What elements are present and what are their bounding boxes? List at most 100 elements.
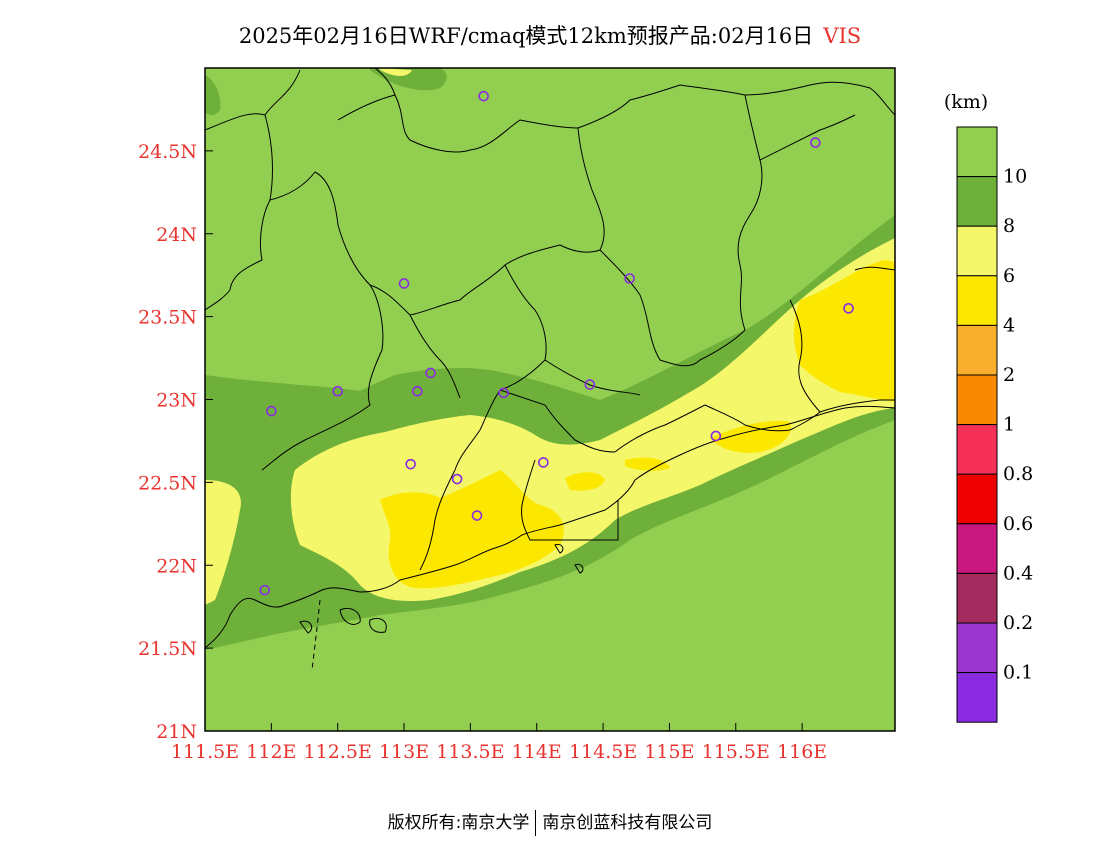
boundary-line xyxy=(614,404,706,453)
y-axis: 24.5N 24N 23.5N 23N 22.5N 22N 21.5N 21N xyxy=(138,141,213,743)
contour-band-4-6km-shanwei xyxy=(710,420,791,453)
boundary-line xyxy=(454,389,501,471)
y-tick-label: 22N xyxy=(156,555,197,577)
station-marker xyxy=(398,278,410,289)
x-tick-label: 114E xyxy=(512,741,562,763)
boundary-line xyxy=(544,359,641,396)
x-tick-label: 112.5E xyxy=(304,741,372,763)
coastline-main xyxy=(204,405,896,649)
map-title: 2025年02月16日WRF/cmaq模式12km预报产品:02月16日 VIS xyxy=(0,20,1100,50)
colorbar-swatch xyxy=(956,424,998,475)
x-axis: 111.5E 112E 112.5E 113E 113.5E 114E 114.5E 115E… xyxy=(171,723,827,763)
boundary-line xyxy=(809,81,896,116)
station-marker xyxy=(624,273,635,284)
y-tick-label: 24.5N xyxy=(138,141,197,163)
y-tick-label: 24N xyxy=(156,224,197,246)
station-marker xyxy=(538,457,549,468)
station-marker xyxy=(451,473,463,485)
copyright-right: 南京创蓝科技有限公司 xyxy=(542,813,713,833)
colorbar-label: 1 xyxy=(1003,414,1015,436)
y-tick-label: 23.5N xyxy=(138,307,197,329)
boundary-line xyxy=(854,266,896,271)
y-tick-label: 21.5N xyxy=(138,638,197,660)
boundary-line xyxy=(759,114,856,161)
visibility-contours xyxy=(205,68,896,650)
x-tick-label: 112E xyxy=(246,741,296,763)
boundary-line xyxy=(369,127,605,316)
boundary-line xyxy=(499,389,616,453)
station-marker xyxy=(843,303,854,314)
x-tick-label: 116E xyxy=(777,741,827,763)
x-tick-label: 115E xyxy=(644,741,694,763)
station-marker xyxy=(259,584,271,596)
boundary-line xyxy=(789,299,895,413)
contour-band-6-8km-west xyxy=(205,480,241,605)
coastline-islands xyxy=(299,543,584,634)
boundary-line xyxy=(521,459,619,541)
boundary-line xyxy=(577,84,811,129)
coastline xyxy=(204,405,896,671)
contour-band-4-6km-coast xyxy=(625,457,670,471)
station-marker xyxy=(471,510,483,521)
contour-band-4-6km-east xyxy=(794,260,895,402)
colorbar-label: 2 xyxy=(1003,364,1015,386)
x-tick-label: 115.5E xyxy=(702,741,770,763)
boundary-line xyxy=(737,94,763,331)
boundary-line xyxy=(337,94,579,153)
station-marker xyxy=(266,405,277,417)
boundary-line xyxy=(409,314,461,399)
colorbar-swatch xyxy=(956,275,998,326)
copyright-footer: 版权所有:南京大学 南京创蓝科技有限公司 xyxy=(0,808,1100,836)
boundary-line xyxy=(204,69,301,131)
boundary-line xyxy=(419,469,456,571)
station-marker xyxy=(478,90,489,102)
copyright-left: 版权所有:南京大学 xyxy=(387,813,530,833)
contour-band-4-6km-southwest xyxy=(380,470,564,589)
colorbar-label: 10 xyxy=(1003,166,1027,188)
x-tick-label: 113.5E xyxy=(436,741,504,763)
contour-band-8-10km-northwest xyxy=(205,75,221,116)
coastline-channel xyxy=(311,599,321,671)
colorbar-swatch xyxy=(956,324,998,376)
colorbar-label: 0.6 xyxy=(1003,513,1033,535)
colorbar-unit: (km) xyxy=(944,91,988,113)
contour-band-8-10km-west xyxy=(205,375,380,475)
station-markers xyxy=(259,90,854,596)
boundary-line xyxy=(261,171,384,471)
colorbar: 10 8 6 4 2 1 0.8 0.6 0.4 0.2 0.1 xyxy=(956,126,1033,723)
y-tick-label: 22.5N xyxy=(138,472,197,494)
station-marker xyxy=(405,458,416,470)
colorbar-label: 6 xyxy=(1003,265,1015,287)
colorbar-label: 8 xyxy=(1003,215,1015,237)
colorbar-label: 0.8 xyxy=(1003,463,1033,485)
contour-band-4-6km-huizhou xyxy=(565,472,605,491)
colorbar-swatch xyxy=(956,672,998,723)
colorbar-swatch xyxy=(956,225,998,277)
y-tick-label: 21N xyxy=(156,721,197,743)
station-marker xyxy=(332,385,343,397)
footer-separator xyxy=(535,810,537,836)
station-marker xyxy=(710,430,722,442)
x-tick-label: 113E xyxy=(379,741,429,763)
colorbar-label: 0.2 xyxy=(1003,612,1033,634)
boundary-line xyxy=(204,114,273,311)
station-marker xyxy=(425,367,436,379)
colorbar-swatch xyxy=(956,126,998,178)
station-marker xyxy=(584,379,596,390)
title-main: 2025年02月16日WRF/cmaq模式12km预报产品:02月16日 xyxy=(238,24,814,48)
boundary-line xyxy=(499,264,547,391)
boundary-line xyxy=(374,67,396,96)
contour-band-6-8km-north xyxy=(380,68,412,76)
colorbar-swatch xyxy=(956,473,998,525)
colorbar-swatch xyxy=(956,622,998,674)
colorbar-label: 0.4 xyxy=(1003,562,1033,584)
x-tick-label: 111.5E xyxy=(171,741,239,763)
colorbar-swatch xyxy=(956,374,998,426)
station-marker xyxy=(810,137,821,148)
colorbar-swatch xyxy=(956,523,998,574)
colorbar-label: 0.1 xyxy=(1003,662,1033,684)
y-tick-label: 23N xyxy=(156,390,197,412)
station-marker xyxy=(498,387,509,399)
